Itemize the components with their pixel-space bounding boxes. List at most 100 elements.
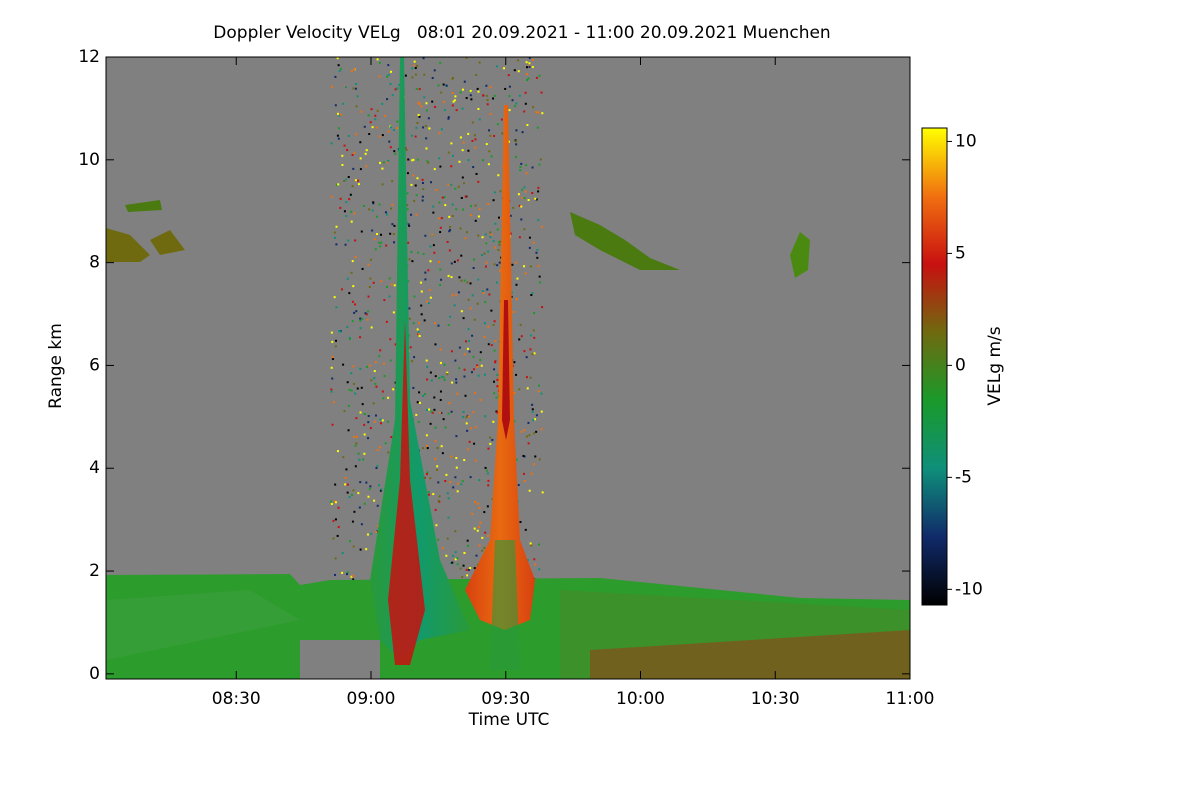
noise-pixel bbox=[341, 154, 344, 157]
noise-pixel bbox=[487, 163, 490, 166]
noise-pixel bbox=[469, 205, 472, 208]
noise-pixel bbox=[347, 404, 350, 407]
noise-pixel bbox=[472, 368, 475, 371]
noise-pixel bbox=[534, 455, 537, 458]
noise-pixel bbox=[438, 157, 441, 160]
noise-pixel bbox=[348, 338, 351, 341]
noise-pixel bbox=[472, 355, 475, 358]
noise-pixel bbox=[458, 367, 461, 370]
noise-pixel bbox=[383, 362, 386, 365]
noise-pixel bbox=[469, 567, 472, 570]
noise-pixel bbox=[464, 237, 467, 240]
noise-pixel bbox=[350, 271, 353, 274]
noise-pixel bbox=[536, 256, 539, 259]
noise-pixel bbox=[396, 120, 399, 123]
noise-pixel bbox=[432, 493, 435, 496]
noise-pixel bbox=[528, 62, 531, 65]
noise-pixel bbox=[534, 563, 537, 566]
noise-pixel bbox=[501, 132, 504, 135]
noise-pixel bbox=[423, 393, 426, 396]
noise-pixel bbox=[458, 276, 461, 279]
noise-pixel bbox=[351, 574, 354, 577]
noise-pixel bbox=[479, 358, 482, 361]
noise-pixel bbox=[525, 172, 528, 175]
noise-pixel bbox=[391, 94, 394, 97]
noise-pixel bbox=[387, 451, 390, 454]
noise-pixel bbox=[521, 131, 524, 134]
noise-pixel bbox=[463, 353, 466, 356]
noise-pixel bbox=[337, 183, 340, 186]
noise-pixel bbox=[493, 320, 496, 323]
noise-pixel bbox=[465, 57, 468, 60]
noise-pixel bbox=[447, 117, 450, 120]
noise-pixel bbox=[484, 301, 487, 304]
noise-pixel bbox=[492, 323, 495, 326]
noise-pixel bbox=[412, 158, 415, 161]
noise-pixel bbox=[342, 363, 345, 366]
noise-pixel bbox=[359, 327, 362, 330]
noise-pixel bbox=[532, 419, 535, 422]
noise-pixel bbox=[380, 280, 383, 283]
noise-pixel bbox=[440, 217, 443, 220]
noise-pixel bbox=[479, 398, 482, 401]
noise-pixel bbox=[464, 394, 467, 397]
noise-pixel bbox=[345, 178, 348, 181]
noise-pixel bbox=[447, 183, 450, 186]
noise-pixel bbox=[354, 303, 357, 306]
noise-pixel bbox=[426, 160, 429, 163]
noise-pixel bbox=[463, 459, 466, 462]
noise-pixel bbox=[446, 240, 449, 243]
noise-pixel bbox=[414, 66, 417, 69]
noise-pixel bbox=[467, 448, 470, 451]
noise-pixel bbox=[330, 366, 333, 369]
noise-pixel bbox=[455, 457, 458, 460]
noise-pixel bbox=[378, 484, 381, 487]
noise-pixel bbox=[536, 126, 539, 129]
noise-pixel bbox=[531, 408, 534, 411]
noise-pixel bbox=[378, 355, 381, 358]
noise-pixel bbox=[476, 87, 479, 90]
noise-pixel bbox=[461, 88, 464, 91]
noise-pixel bbox=[538, 384, 541, 387]
y-tick-label: 10 bbox=[78, 150, 100, 170]
noise-pixel bbox=[470, 371, 473, 374]
noise-pixel bbox=[480, 364, 483, 367]
noise-pixel bbox=[524, 272, 527, 275]
noise-pixel bbox=[451, 77, 454, 80]
noise-pixel bbox=[348, 496, 351, 499]
noise-pixel bbox=[528, 434, 531, 437]
noise-pixel bbox=[341, 163, 344, 166]
noise-pixel bbox=[331, 423, 334, 426]
noise-pixel bbox=[351, 260, 354, 263]
noise-pixel bbox=[483, 546, 486, 549]
noise-pixel bbox=[496, 228, 499, 231]
noise-pixel bbox=[379, 446, 382, 449]
noise-pixel bbox=[483, 335, 486, 338]
noise-pixel bbox=[446, 492, 449, 495]
noise-pixel bbox=[492, 240, 495, 243]
noise-pixel bbox=[520, 218, 523, 221]
noise-pixel bbox=[413, 356, 416, 359]
noise-pixel bbox=[463, 551, 466, 554]
noise-pixel bbox=[533, 418, 536, 421]
noise-pixel bbox=[483, 252, 486, 255]
noise-pixel bbox=[362, 458, 365, 461]
noise-pixel bbox=[484, 415, 487, 418]
noise-pixel bbox=[520, 205, 523, 208]
noise-pixel bbox=[491, 438, 494, 441]
noise-pixel bbox=[466, 429, 469, 432]
noise-pixel bbox=[341, 571, 344, 574]
noise-pixel bbox=[469, 476, 472, 479]
noise-pixel bbox=[488, 129, 491, 132]
noise-pixel bbox=[343, 210, 346, 213]
noise-pixel bbox=[392, 128, 395, 131]
noise-pixel bbox=[424, 278, 427, 281]
noise-pixel bbox=[434, 440, 437, 443]
noise-pixel bbox=[381, 167, 384, 170]
noise-pixel bbox=[422, 394, 425, 397]
noise-pixel bbox=[393, 224, 396, 227]
noise-pixel bbox=[477, 215, 480, 218]
noise-pixel bbox=[421, 178, 424, 181]
noise-pixel bbox=[330, 195, 333, 198]
noise-pixel bbox=[494, 191, 497, 194]
